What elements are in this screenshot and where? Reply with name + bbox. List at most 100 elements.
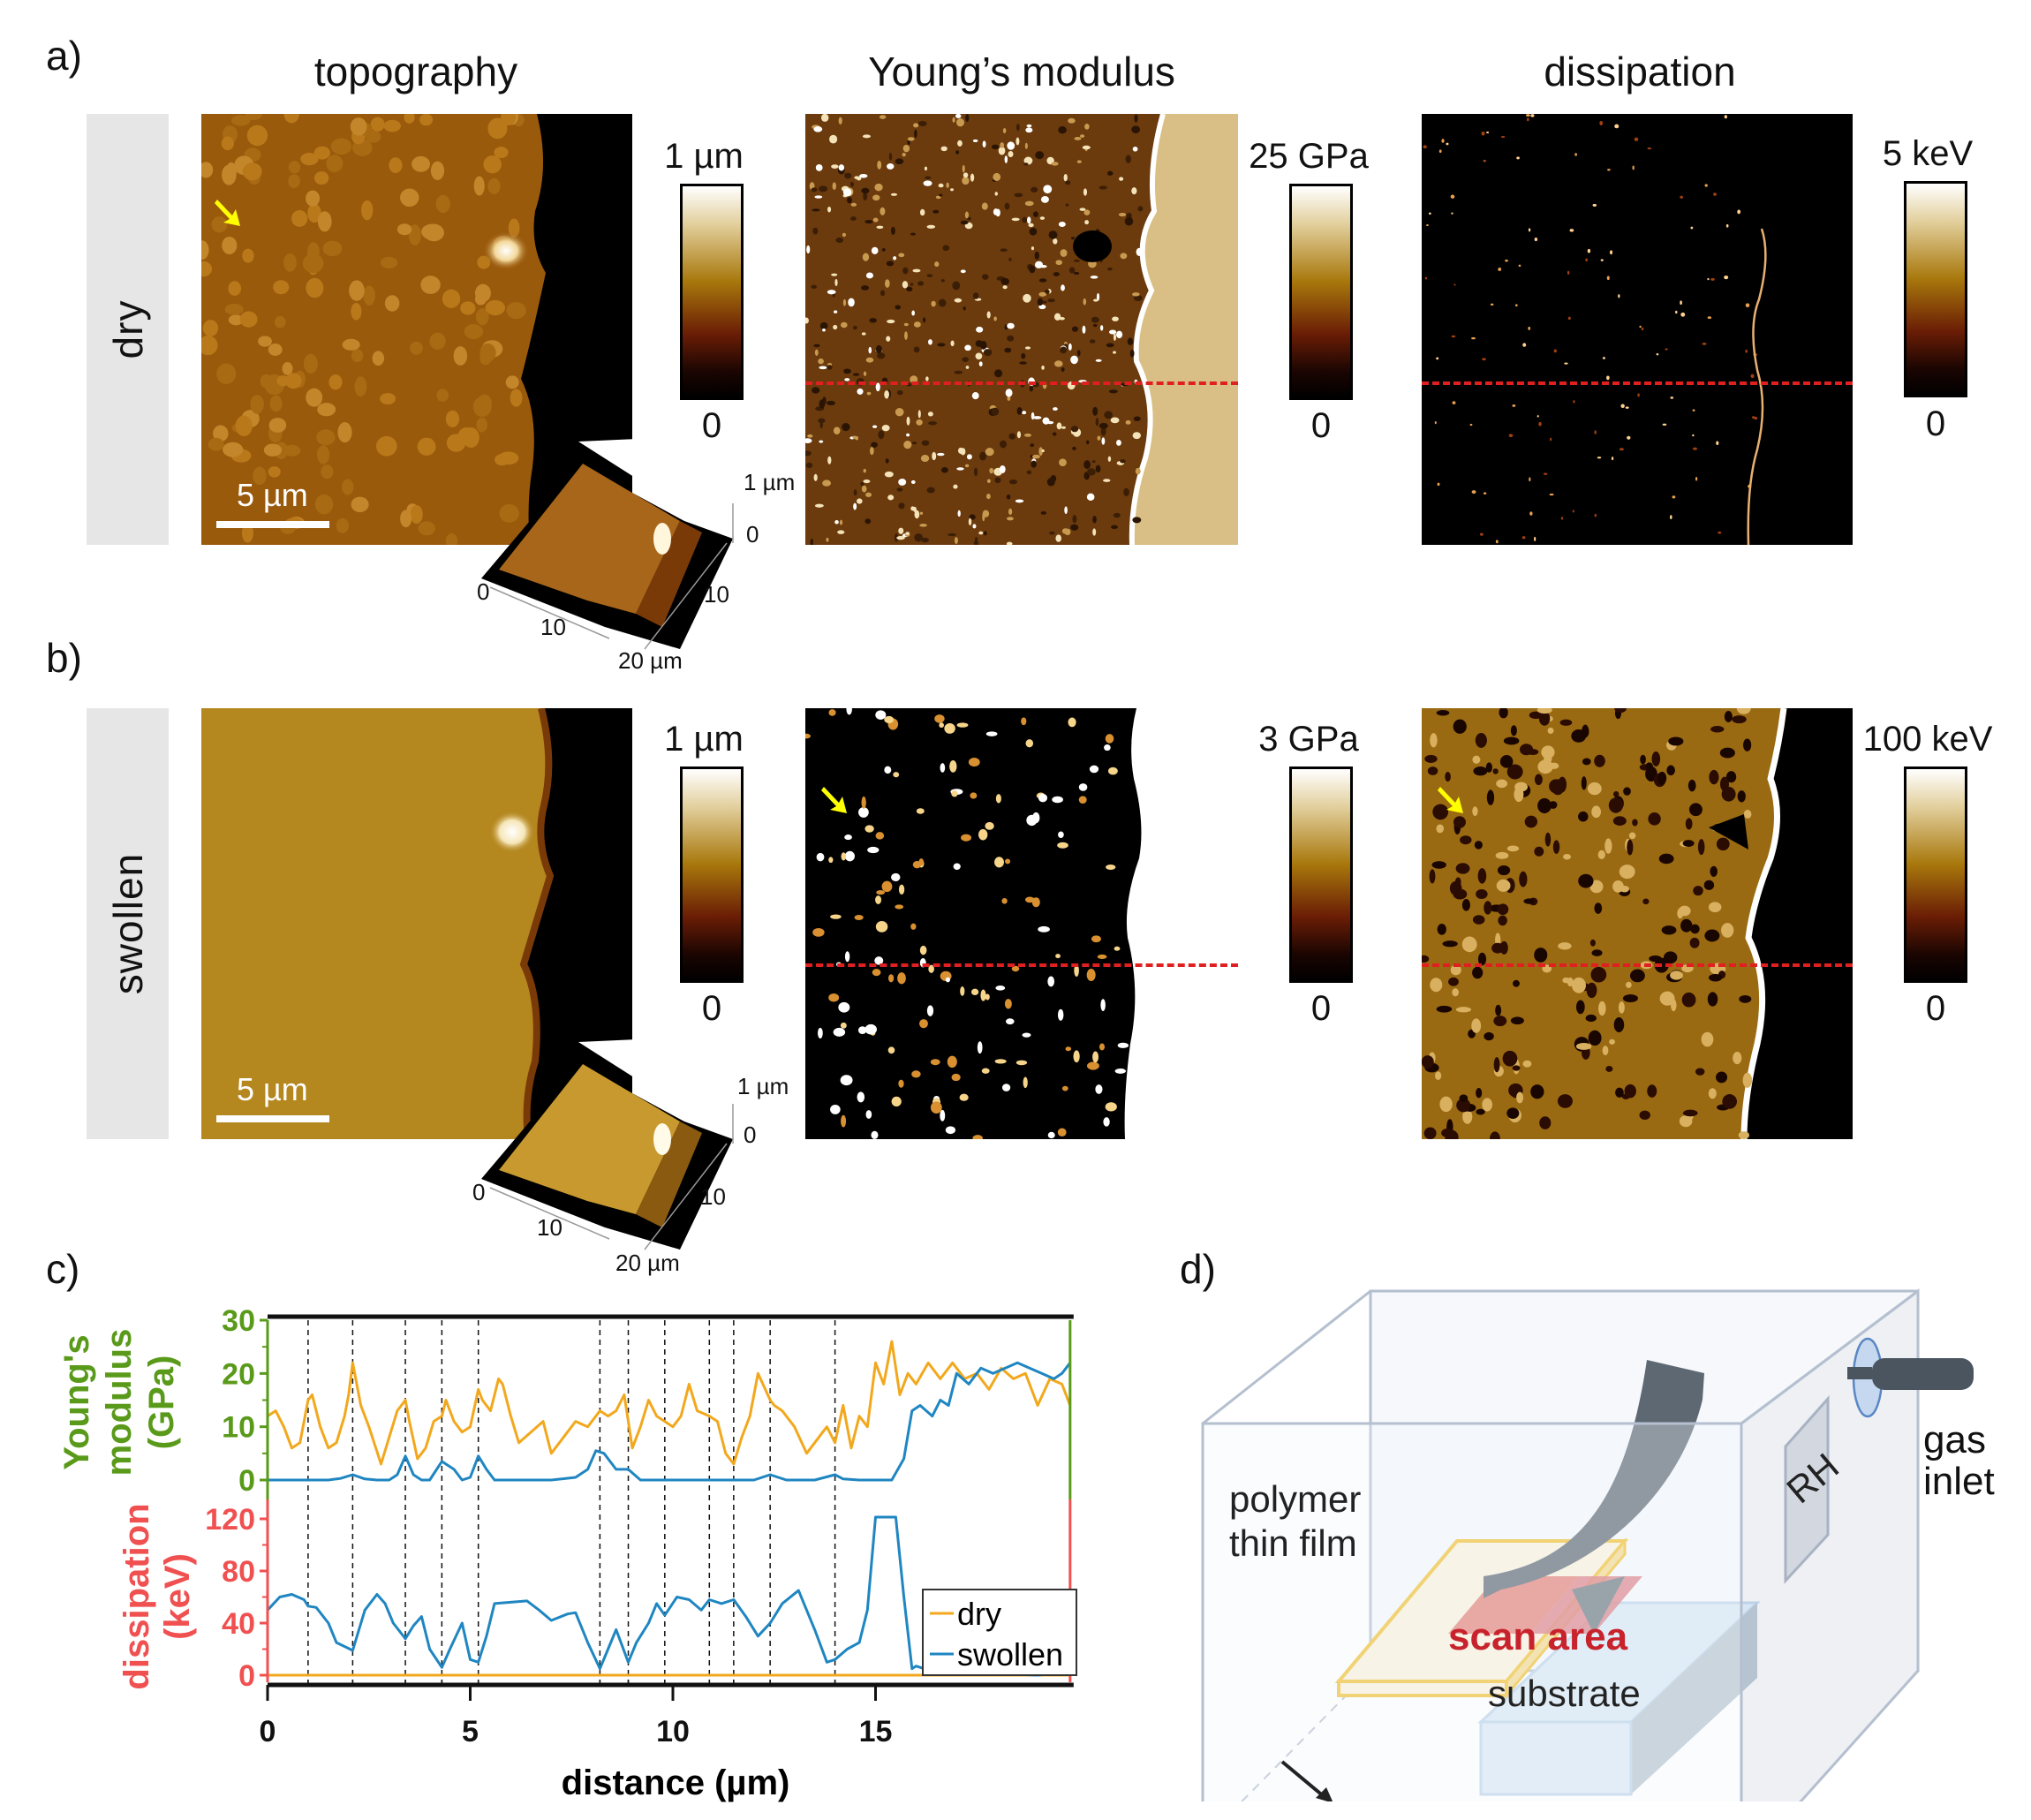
texture-speck	[884, 715, 895, 724]
texture-speck	[913, 346, 920, 353]
texture-speck	[840, 321, 848, 329]
gas-inlet-icon	[1847, 1337, 1974, 1418]
texture-speck	[985, 993, 990, 1001]
texture-speck	[313, 146, 330, 160]
texture-speck	[1043, 185, 1053, 194]
texture-speck	[1614, 708, 1627, 714]
texture-speck	[1472, 755, 1481, 764]
texture-speck	[1001, 1084, 1011, 1091]
texture-speck	[1110, 417, 1120, 424]
texture-speck	[818, 1027, 823, 1038]
texture-speck	[1469, 423, 1473, 427]
texture-speck	[302, 253, 324, 274]
texture-speck	[221, 136, 234, 151]
texture-speck	[1083, 188, 1088, 196]
texture-speck	[1136, 247, 1143, 256]
column-title-dissipation: dissipation	[1544, 49, 1736, 94]
texture-speck	[853, 502, 857, 510]
texture-speck	[326, 155, 344, 172]
texture-speck	[1055, 260, 1062, 266]
texture-speck	[874, 183, 883, 192]
x-tick-label: 0	[260, 1715, 276, 1748]
texture-speck	[1571, 729, 1587, 743]
texture-speck	[842, 298, 847, 306]
texture-speck	[1132, 292, 1140, 297]
texture-speck	[1693, 886, 1703, 896]
texture-speck	[1544, 754, 1552, 764]
texture-speck	[383, 119, 401, 132]
texture-speck	[871, 442, 878, 448]
texture-speck	[828, 993, 840, 1002]
texture-speck	[1624, 1084, 1636, 1099]
texture-speck	[1658, 853, 1674, 865]
texture-speck	[830, 914, 842, 919]
row-label-text: dry	[104, 299, 151, 359]
texture-speck	[1436, 1005, 1453, 1013]
texture-speck	[1436, 710, 1450, 716]
texture-speck	[1061, 284, 1065, 291]
texture-speck	[1001, 897, 1008, 904]
texture-speck	[1023, 162, 1029, 166]
texture-speck	[1039, 216, 1046, 220]
texture-speck	[1032, 812, 1040, 824]
texture-speck	[389, 157, 403, 173]
texture-speck	[317, 445, 330, 464]
texture-speck	[884, 471, 894, 478]
texture-speck	[1690, 226, 1694, 230]
setup-schematic: RH gas inlet polymer thin film scan area…	[1201, 1288, 1995, 1801]
texture-speck	[1537, 759, 1553, 774]
texture-speck	[854, 176, 860, 179]
texture-speck	[253, 466, 267, 486]
texture-speck	[1622, 993, 1638, 1003]
texture-speck	[956, 467, 964, 471]
texture-speck	[1051, 162, 1059, 166]
texture-speck	[871, 246, 879, 255]
texture-speck	[886, 261, 895, 267]
texture-speck	[827, 206, 832, 213]
texture-speck	[971, 392, 979, 400]
texture-speck	[896, 487, 903, 492]
texture-speck	[869, 318, 877, 323]
texture-speck	[1459, 1094, 1469, 1103]
texture-speck	[337, 421, 352, 443]
texture-speck	[1618, 294, 1620, 298]
texture-speck	[1497, 865, 1511, 876]
scalebar	[216, 1115, 329, 1122]
texture-speck	[875, 895, 882, 904]
dissipation-map-dry	[1422, 114, 1853, 545]
texture-speck	[1588, 1030, 1602, 1046]
texture-speck	[1518, 264, 1521, 268]
texture-speck	[1680, 312, 1686, 317]
texture-speck	[1424, 276, 1428, 280]
texture-speck	[1745, 349, 1748, 353]
texture-speck	[1057, 842, 1068, 849]
y-tick-label: 0	[238, 1464, 255, 1498]
texture-speck	[1578, 811, 1589, 822]
texture-speck	[935, 195, 941, 200]
texture-speck	[1099, 1043, 1106, 1051]
texture-speck	[1537, 797, 1552, 814]
texture-speck	[475, 308, 489, 326]
texture-speck	[934, 714, 945, 723]
texture-speck	[1707, 316, 1712, 320]
texture-speck	[1539, 1116, 1552, 1129]
texture-speck	[498, 451, 519, 465]
texture-speck	[1710, 726, 1725, 733]
texture-speck	[411, 155, 431, 172]
scalebar-label: 5 µm	[237, 477, 308, 513]
texture-speck	[895, 305, 901, 310]
texture-speck	[1022, 216, 1028, 223]
texture-speck	[980, 989, 986, 1001]
texture-speck	[421, 223, 442, 240]
texture-speck	[953, 863, 961, 871]
texture-speck	[1451, 212, 1453, 215]
texture-speck	[288, 174, 300, 188]
texture-speck	[472, 396, 492, 418]
texture-speck	[1486, 131, 1490, 133]
texture-speck	[1562, 977, 1570, 984]
texture-speck	[1497, 903, 1509, 916]
yellow-arrow-icon	[215, 200, 240, 226]
texture-speck	[283, 253, 297, 272]
texture-speck	[1721, 923, 1734, 938]
topography-3d-inset-dry	[481, 437, 734, 650]
